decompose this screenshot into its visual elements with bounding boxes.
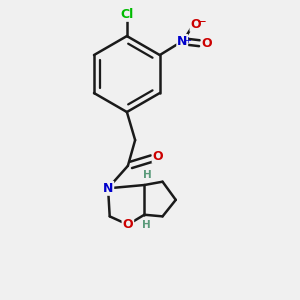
Text: H: H [143,170,152,180]
Text: O: O [190,18,201,31]
Text: O: O [201,37,212,50]
Text: +: + [184,36,191,45]
Text: O: O [152,150,163,163]
Text: H: H [142,220,151,230]
Text: N: N [177,35,188,48]
Text: Cl: Cl [120,8,134,21]
Text: N: N [103,182,113,195]
Text: O: O [123,218,133,231]
Text: −: − [197,15,207,28]
